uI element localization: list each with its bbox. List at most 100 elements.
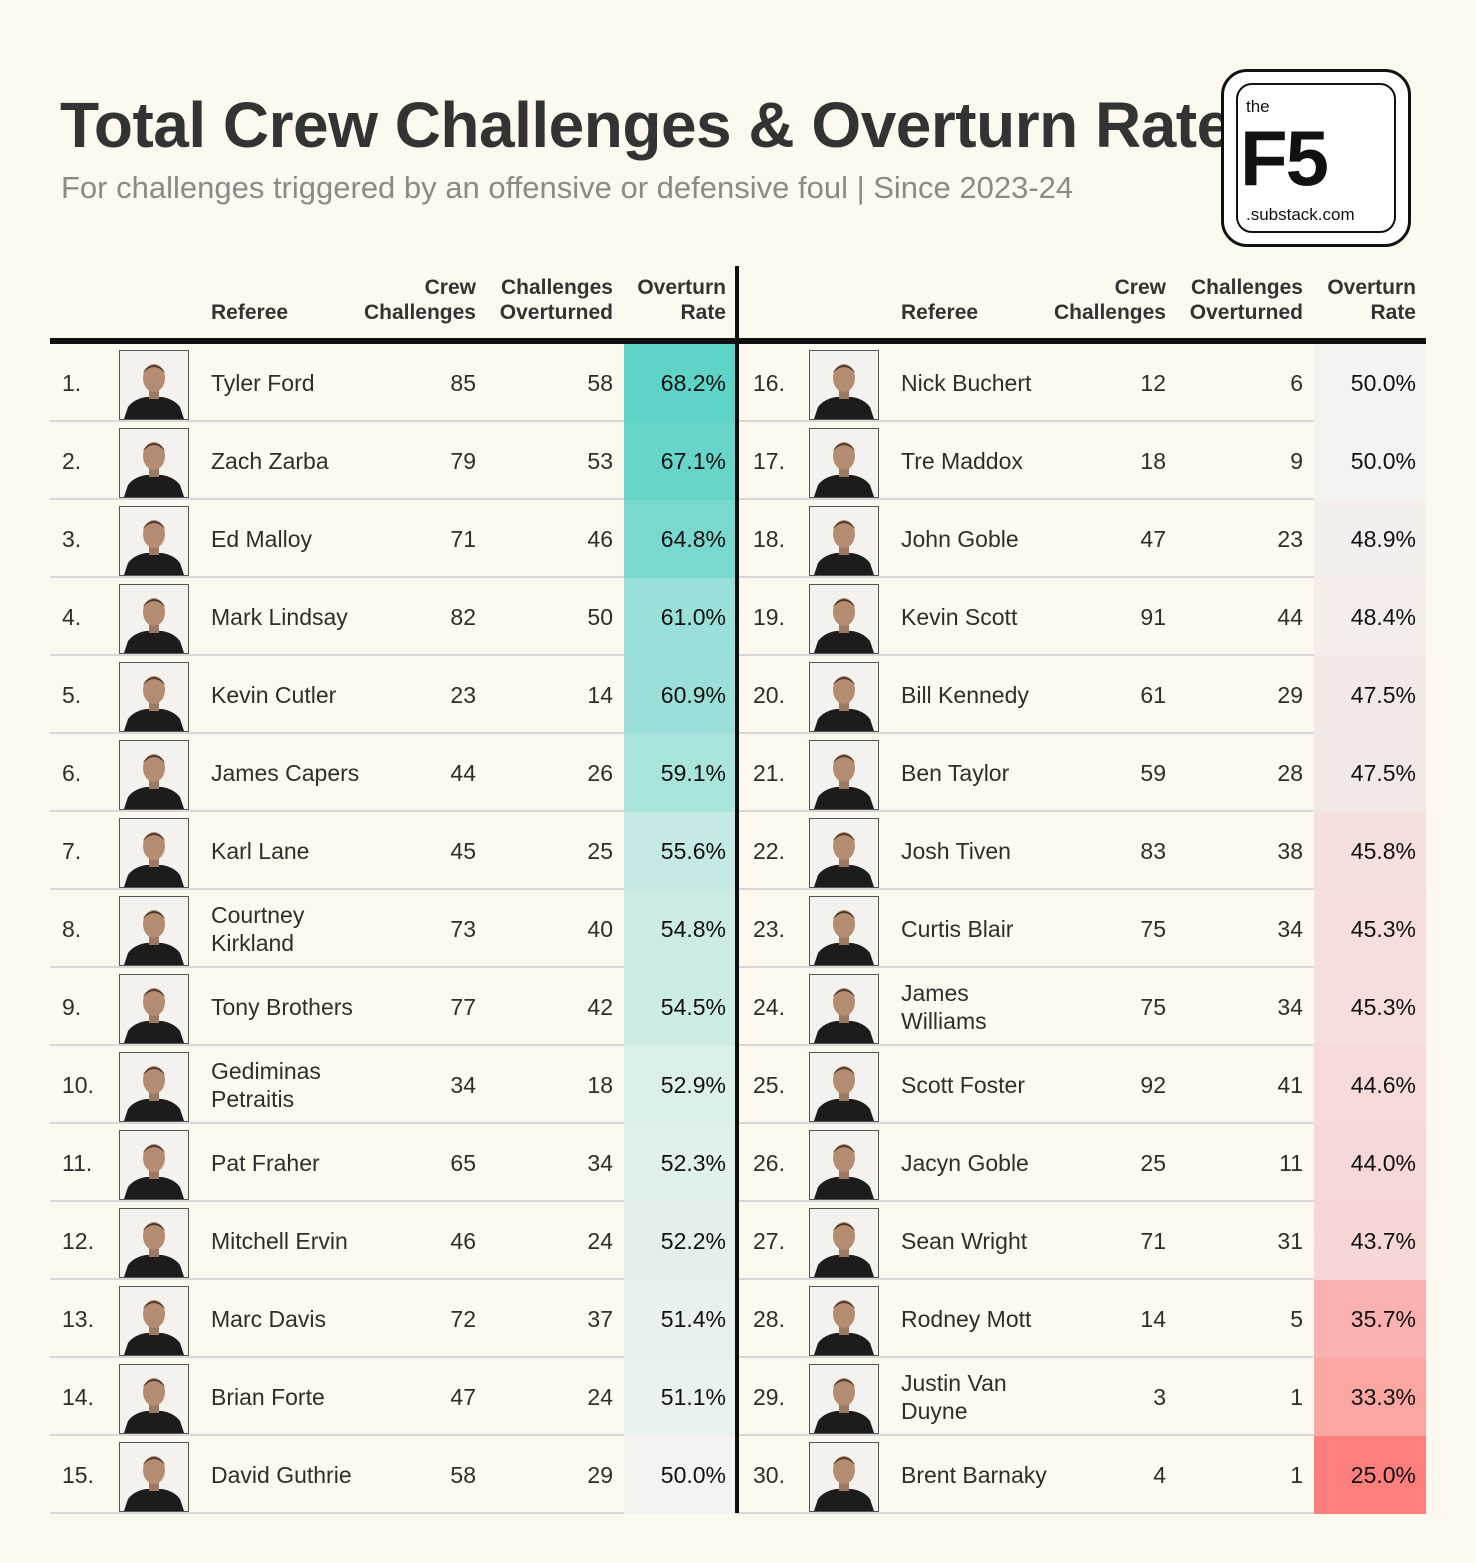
- referee-photo: [809, 662, 879, 732]
- challenges-overturned-value: 53: [587, 448, 613, 474]
- panel-divider: [735, 266, 739, 1513]
- crew-challenges-value: 44: [450, 760, 476, 786]
- table-row: 25. Scott Foster 92 41 44.6%: [738, 1046, 1426, 1124]
- rank-label: 3.: [62, 526, 82, 552]
- referee-name: Sean Wright: [901, 1228, 1028, 1254]
- table-row: 6. James Capers 44 26 59.1%: [50, 734, 738, 812]
- crew-challenges-value: 4: [1153, 1462, 1166, 1488]
- crew-challenges-value: 58: [450, 1462, 476, 1488]
- referee-name: Rodney Mott: [901, 1306, 1032, 1332]
- table-row: 1. Tyler Ford 85 58 68.2%: [50, 344, 738, 422]
- table-row: 28. Rodney Mott 14 5 35.7%: [738, 1280, 1426, 1358]
- referee-name: Tre Maddox: [901, 448, 1023, 474]
- overturn-rate-cell: 45.3%: [1314, 890, 1426, 968]
- rank-label: 14.: [62, 1384, 94, 1410]
- referee-name: James Capers: [211, 760, 360, 786]
- challenges-overturned-value: 34: [1277, 916, 1303, 942]
- referee-photo: [809, 1364, 879, 1434]
- rank-label: 19.: [753, 604, 785, 630]
- overturn-rate-cell: 50.0%: [1314, 422, 1426, 500]
- table-panel-right: Referee Crew Challenges Challenges Overtur…: [738, 262, 1426, 1514]
- overturn-rate-cell: 45.8%: [1314, 812, 1426, 890]
- overturn-rate-cell: 67.1%: [624, 422, 736, 500]
- rank-label: 15.: [62, 1462, 94, 1488]
- table-row: 4. Mark Lindsay 82 50 61.0%: [50, 578, 738, 656]
- crew-challenges-value: 45: [450, 838, 476, 864]
- table-row: 9. Tony Brothers 77 42 54.5%: [50, 968, 738, 1046]
- referee-name: David Guthrie: [211, 1462, 352, 1488]
- referee-name: Curtis Blair: [901, 916, 1014, 942]
- rank-label: 9.: [62, 994, 82, 1020]
- referee-photo: [809, 584, 879, 654]
- table-row: 12. Mitchell Ervin 46 24 52.2%: [50, 1202, 738, 1280]
- referee-photo: [809, 740, 879, 810]
- table-row: 19. Kevin Scott 91 44 48.4%: [738, 578, 1426, 656]
- referee-photo: [119, 662, 189, 732]
- challenges-overturned-value: 44: [1277, 604, 1303, 630]
- rank-label: 8.: [62, 916, 82, 942]
- table-row: 20. Bill Kennedy 61 29 47.5%: [738, 656, 1426, 734]
- crew-challenges-value: 23: [450, 682, 476, 708]
- overturn-rate-cell: 51.1%: [624, 1358, 736, 1436]
- rank-label: 30.: [753, 1462, 785, 1488]
- rank-label: 24.: [753, 994, 785, 1020]
- referee-photo: [119, 1442, 189, 1512]
- table-row: 29. Justin Van Duyne 3 1 33.3%: [738, 1358, 1426, 1436]
- table-row: 5. Kevin Cutler 23 14 60.9%: [50, 656, 738, 734]
- table-row: 21. Ben Taylor 59 28 47.5%: [738, 734, 1426, 812]
- table-row: 22. Josh Tiven 83 38 45.8%: [738, 812, 1426, 890]
- table-row: 26. Jacyn Goble 25 11 44.0%: [738, 1124, 1426, 1202]
- crew-challenges-value: 77: [450, 994, 476, 1020]
- challenges-overturned-value: 41: [1277, 1072, 1303, 1098]
- logo-inner-frame: the F5 .substack.com: [1236, 83, 1396, 233]
- referee-photo: [809, 1130, 879, 1200]
- table-row: 27. Sean Wright 71 31 43.7%: [738, 1202, 1426, 1280]
- rank-label: 26.: [753, 1150, 785, 1176]
- referee-photo: [119, 896, 189, 966]
- overturn-rate-cell: 52.3%: [624, 1124, 736, 1202]
- overturn-rate-cell: 54.5%: [624, 968, 736, 1046]
- referee-photo: [119, 506, 189, 576]
- referee-photo: [809, 1052, 879, 1122]
- logo-f5-mark: F5: [1240, 114, 1329, 202]
- rank-label: 21.: [753, 760, 785, 786]
- crew-challenges-value: 47: [1140, 526, 1166, 552]
- overturn-rate-cell: 54.8%: [624, 890, 736, 968]
- rank-label: 22.: [753, 838, 785, 864]
- challenges-overturned-value: 42: [587, 994, 613, 1020]
- challenges-overturned-value: 9: [1290, 448, 1303, 474]
- column-header-referee: Referee: [901, 301, 979, 324]
- challenges-overturned-value: 14: [587, 682, 613, 708]
- overturn-rate-cell: 35.7%: [1314, 1280, 1426, 1358]
- referee-photo: [809, 1286, 879, 1356]
- table-row: 2. Zach Zarba 79 53 67.1%: [50, 422, 738, 500]
- rank-label: 28.: [753, 1306, 785, 1332]
- referee-photo: [809, 350, 879, 420]
- overturn-rate-cell: 48.4%: [1314, 578, 1426, 656]
- crew-challenges-value: 34: [450, 1072, 476, 1098]
- table-row: 17. Tre Maddox 18 9 50.0%: [738, 422, 1426, 500]
- referee-photo: [119, 1364, 189, 1434]
- crew-challenges-value: 25: [1140, 1150, 1166, 1176]
- referee-photo: [119, 1130, 189, 1200]
- column-header-referee: Referee: [211, 301, 289, 324]
- challenges-overturned-value: 23: [1277, 526, 1303, 552]
- rank-label: 18.: [753, 526, 785, 552]
- referee-name: Brent Barnaky: [901, 1462, 1047, 1488]
- overturn-rate-cell: 44.6%: [1314, 1046, 1426, 1124]
- table-row: 8. Courtney Kirkland 73 40 54.8%: [50, 890, 738, 968]
- referee-photo: [119, 428, 189, 498]
- table-header: Referee Crew Challenges Challenges Overtur…: [50, 262, 738, 338]
- referee-photo: [119, 350, 189, 420]
- crew-challenges-value: 79: [450, 448, 476, 474]
- challenges-overturned-value: 34: [1277, 994, 1303, 1020]
- table-panel-left: Referee Crew Challenges Challenges Overtur…: [50, 262, 738, 1514]
- table-row: 14. Brian Forte 47 24 51.1%: [50, 1358, 738, 1436]
- crew-challenges-value: 71: [450, 526, 476, 552]
- referee-name: Karl Lane: [211, 838, 310, 864]
- referee-name: Jacyn Goble: [901, 1150, 1029, 1176]
- challenges-overturned-value: 26: [587, 760, 613, 786]
- referee-photo: [809, 506, 879, 576]
- crew-challenges-value: 14: [1140, 1306, 1166, 1332]
- challenges-overturned-value: 24: [587, 1228, 613, 1254]
